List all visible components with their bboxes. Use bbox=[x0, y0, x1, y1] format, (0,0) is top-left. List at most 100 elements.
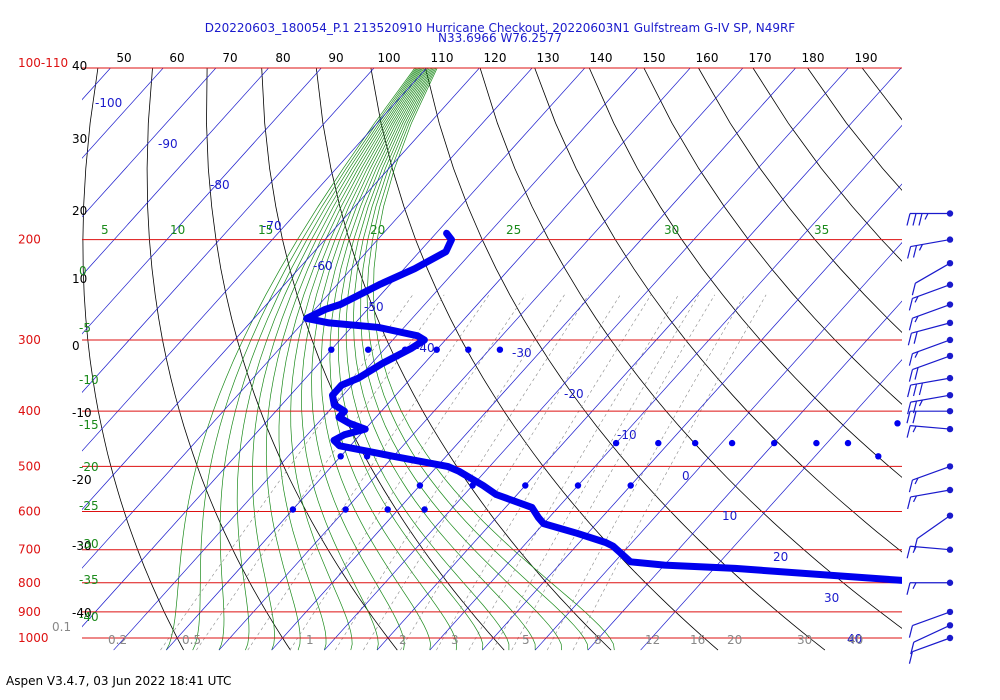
wind-barb-station bbox=[946, 301, 954, 308]
wind-barb-feather bbox=[918, 399, 923, 407]
dry-adiabat-label: -10 bbox=[79, 373, 99, 387]
wind-barb bbox=[906, 545, 954, 559]
dewpoint-point bbox=[728, 439, 736, 447]
temp-f-tick-label: 120 bbox=[484, 51, 507, 65]
wind-barb-feather bbox=[913, 331, 918, 344]
isotherm-label: -20 bbox=[564, 387, 584, 401]
isotherm bbox=[376, 68, 902, 651]
dry-adiabat bbox=[479, 68, 902, 629]
dry-adiabat bbox=[315, 68, 612, 651]
wind-barb-feather bbox=[918, 244, 923, 251]
height-tick-label: -10 bbox=[72, 406, 92, 420]
height-tick-label: 40 bbox=[72, 59, 87, 73]
wind-barb bbox=[910, 622, 954, 655]
theta-e-label: 20 bbox=[370, 223, 385, 237]
wind-barb-shaft bbox=[910, 489, 951, 498]
wind-barb-feather bbox=[908, 651, 913, 664]
wind-barb-feather bbox=[906, 546, 911, 559]
isotherm bbox=[271, 68, 797, 651]
wind-barb-feather bbox=[906, 582, 911, 595]
mixing-ratio-label: 1 bbox=[306, 633, 314, 647]
isotherm bbox=[640, 359, 902, 651]
wind-barb bbox=[911, 259, 954, 296]
wind-barb-feather bbox=[906, 425, 911, 438]
theta-e-label: 5 bbox=[101, 223, 109, 237]
mixing-ratio-label: 8 bbox=[594, 633, 602, 647]
dewpoint-point bbox=[844, 439, 852, 447]
wind-barb-feather bbox=[908, 625, 913, 638]
dewpoint-point bbox=[363, 453, 371, 460]
mixing-ratio-line bbox=[334, 294, 565, 651]
height-tick-label: 10 bbox=[72, 272, 87, 286]
pressure-tick-label: 500 bbox=[18, 459, 41, 473]
dewpoint-point bbox=[433, 346, 440, 353]
temp-f-tick-label: 90 bbox=[328, 51, 343, 65]
temp-f-tick-label: 110 bbox=[431, 51, 454, 65]
isotherm bbox=[324, 68, 849, 651]
dry-adiabat bbox=[82, 68, 184, 651]
theta-e-label: 15 bbox=[258, 223, 273, 237]
wind-barb bbox=[907, 486, 954, 510]
wind-barb-feather bbox=[924, 213, 929, 220]
footer-version: Aspen V3.4.7, 03 Jun 2022 18:41 UTC bbox=[6, 674, 232, 688]
mixing-ratio-label: 40 bbox=[848, 633, 863, 647]
dry-adiabat bbox=[807, 68, 902, 191]
wind-barb-feather bbox=[914, 367, 919, 380]
dry-adiabat bbox=[534, 68, 902, 553]
mixing-ratio-line bbox=[492, 294, 699, 651]
dewpoint-point bbox=[627, 482, 634, 489]
dry-adiabat-label: -40 bbox=[79, 610, 99, 624]
moist-adiabat bbox=[301, 68, 426, 651]
wind-barb-feather bbox=[908, 353, 913, 366]
pressure-tick-label: 1000 bbox=[18, 631, 49, 645]
theta-e-label: 35 bbox=[814, 223, 829, 237]
height-tick-label: -40 bbox=[72, 606, 92, 620]
wind-barb bbox=[906, 210, 954, 226]
moist-adiabat bbox=[366, 68, 589, 651]
height-tick-label: 30 bbox=[72, 132, 87, 146]
dry-adiabat bbox=[861, 68, 902, 121]
dewpoint-point bbox=[342, 506, 349, 513]
mixing-ratio-line bbox=[400, 294, 621, 651]
dewpoint-point bbox=[384, 506, 391, 513]
dewpoint-point bbox=[522, 482, 529, 489]
wind-barb bbox=[907, 319, 954, 346]
dewpoint-point bbox=[771, 439, 778, 447]
dewpoint-point bbox=[928, 453, 934, 459]
pressure-tick-label: 400 bbox=[18, 404, 41, 418]
mixing-ratio-line bbox=[468, 294, 679, 651]
moist-adiabat bbox=[337, 68, 484, 651]
wind-barb bbox=[908, 336, 954, 366]
moist-adiabat bbox=[265, 68, 422, 651]
height-tick-label: 20 bbox=[72, 204, 87, 218]
mixing-ratio-label: 20 bbox=[727, 633, 742, 647]
dewpoint-point bbox=[496, 346, 504, 353]
temp-f-tick-label: 160 bbox=[696, 51, 719, 65]
wind-barb-feather bbox=[918, 213, 923, 226]
wind-barb-feather bbox=[907, 384, 912, 398]
pressure-tick-label: 100-110 bbox=[18, 56, 68, 70]
dry-adiabat bbox=[588, 68, 902, 478]
dewpoint-point bbox=[894, 420, 901, 427]
isotherm-label: -100 bbox=[95, 96, 122, 110]
isotherm bbox=[82, 68, 428, 452]
pressure-tick-label: 800 bbox=[18, 576, 41, 590]
chart-subtitle: N33.6966 W76.2577 bbox=[438, 31, 562, 45]
dry-adiabat-label: -15 bbox=[79, 418, 99, 432]
mixing-ratio-label: 3 bbox=[451, 633, 459, 647]
wind-barb-shaft bbox=[912, 637, 951, 653]
moist-adiabat bbox=[278, 68, 423, 651]
wind-barb-feather bbox=[907, 496, 912, 510]
wind-barb-shaft bbox=[910, 238, 951, 248]
dry-adiabat bbox=[146, 68, 291, 651]
isotherm bbox=[82, 68, 270, 276]
moist-adiabat bbox=[329, 68, 458, 651]
temperature-line bbox=[969, 184, 1000, 638]
dewpoint-point bbox=[574, 482, 582, 489]
mixing-ratio-line bbox=[363, 294, 589, 651]
isotherm-label: 40 bbox=[847, 632, 862, 646]
dewpoint-line bbox=[303, 229, 902, 584]
wind-barb-shaft bbox=[910, 545, 951, 551]
dry-adiabats bbox=[82, 68, 902, 651]
